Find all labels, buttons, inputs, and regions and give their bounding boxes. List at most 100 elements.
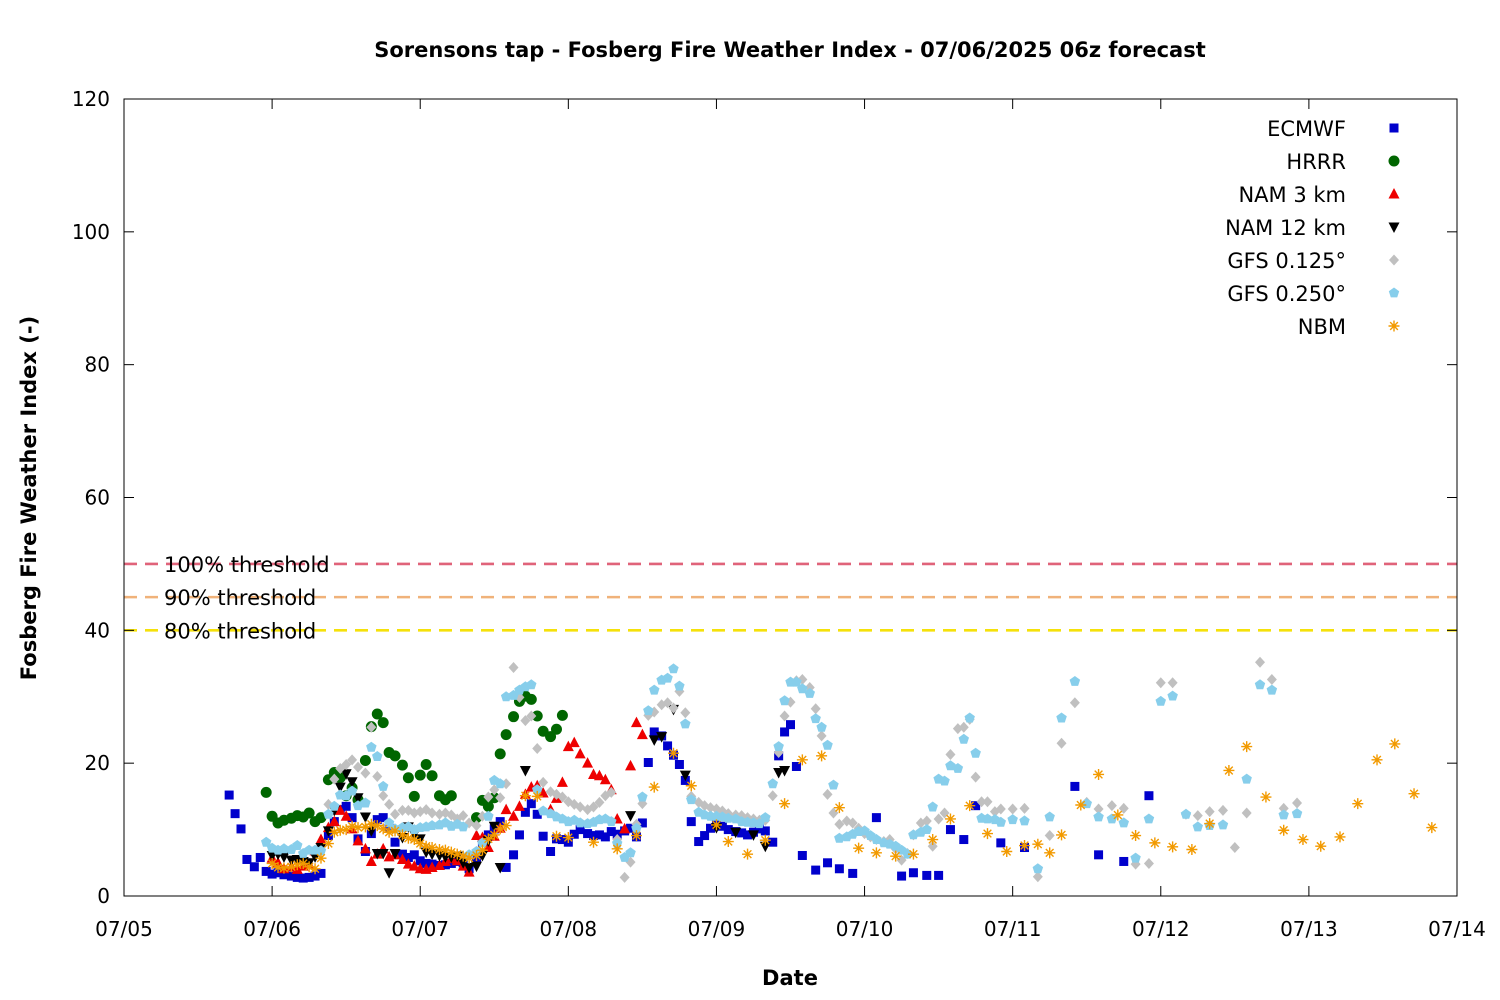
data-point xyxy=(760,812,771,823)
data-point xyxy=(1167,677,1178,689)
data-points xyxy=(224,656,1438,883)
data-point xyxy=(797,683,808,694)
data-point xyxy=(1106,800,1117,812)
data-point xyxy=(500,820,512,832)
data-point xyxy=(649,684,660,695)
data-point xyxy=(1192,810,1203,822)
data-point xyxy=(538,831,548,841)
data-point xyxy=(402,772,414,784)
data-point xyxy=(488,821,500,833)
data-point xyxy=(531,710,543,722)
data-point xyxy=(1389,738,1401,750)
data-point xyxy=(1069,676,1081,686)
data-point xyxy=(519,790,531,802)
data-point xyxy=(249,862,259,872)
data-point xyxy=(952,763,964,773)
data-point xyxy=(390,808,401,820)
data-point xyxy=(636,728,648,740)
data-point xyxy=(921,824,932,834)
data-point xyxy=(588,801,599,813)
data-point xyxy=(619,822,631,834)
data-point xyxy=(1070,781,1080,791)
data-point xyxy=(495,792,506,804)
data-point xyxy=(359,755,371,767)
data-point xyxy=(779,798,791,810)
data-point xyxy=(870,847,882,859)
data-point xyxy=(236,824,246,834)
data-point xyxy=(371,820,383,832)
data-point xyxy=(377,848,389,860)
data-point xyxy=(471,820,482,832)
legend-marker-nam-12-km xyxy=(1388,222,1400,233)
data-point xyxy=(767,778,778,789)
data-point xyxy=(747,830,759,841)
data-point xyxy=(1167,841,1179,853)
threshold-lines xyxy=(124,562,1457,632)
legend-marker-nbm xyxy=(1388,320,1400,332)
data-point xyxy=(304,872,314,882)
legend-marker-hrrr xyxy=(1388,155,1400,167)
data-point xyxy=(1019,802,1030,814)
data-point xyxy=(433,844,445,856)
data-point xyxy=(1094,850,1104,860)
data-point xyxy=(1007,814,1018,825)
data-point xyxy=(1426,822,1438,834)
data-point xyxy=(328,815,340,827)
data-point xyxy=(1217,819,1229,830)
data-point xyxy=(662,672,673,683)
data-point xyxy=(396,829,408,841)
data-point xyxy=(679,770,691,782)
data-point xyxy=(611,843,623,855)
data-point xyxy=(292,872,302,882)
y-tick-label: 60 xyxy=(85,486,110,510)
data-point xyxy=(334,824,346,836)
y-axis-ticks: 0 20 40 60 80 100 120 xyxy=(72,87,1457,908)
data-point xyxy=(1001,846,1013,858)
data-point xyxy=(730,827,742,839)
data-point xyxy=(365,818,377,830)
series-nbm xyxy=(266,738,1438,875)
data-point xyxy=(686,794,697,805)
legend-label-nam-12-km: NAM 12 km xyxy=(1225,216,1346,240)
data-point xyxy=(847,817,858,829)
data-point xyxy=(476,844,488,856)
data-point xyxy=(267,869,277,879)
data-point xyxy=(630,830,642,842)
data-point xyxy=(759,841,771,853)
data-point xyxy=(1217,804,1228,816)
data-point xyxy=(457,821,469,832)
data-point xyxy=(532,743,543,755)
data-point xyxy=(323,808,334,819)
data-point xyxy=(810,713,821,724)
data-point xyxy=(1056,737,1067,749)
data-point xyxy=(568,736,580,748)
data-point xyxy=(360,797,371,808)
data-point xyxy=(371,708,383,720)
data-point xyxy=(1186,844,1198,856)
data-point xyxy=(494,823,506,835)
data-point xyxy=(408,790,420,802)
data-point xyxy=(352,834,364,846)
data-point xyxy=(981,828,993,840)
data-point xyxy=(1241,741,1253,753)
data-point xyxy=(329,773,340,785)
data-point xyxy=(463,852,475,864)
data-point xyxy=(255,852,265,862)
data-point xyxy=(242,854,252,864)
legend-label-nam-3-km: NAM 3 km xyxy=(1238,183,1346,207)
data-point xyxy=(439,844,451,856)
data-point xyxy=(959,835,969,845)
x-tick-label: 07/07 xyxy=(391,917,449,941)
data-point xyxy=(594,830,604,840)
data-point xyxy=(680,718,691,729)
data-point xyxy=(272,861,284,873)
data-point xyxy=(420,840,432,852)
data-point xyxy=(340,824,352,836)
data-point xyxy=(822,788,833,800)
data-point xyxy=(315,852,327,864)
data-point xyxy=(722,836,734,848)
data-point xyxy=(1075,799,1087,811)
data-point xyxy=(402,858,414,869)
data-point xyxy=(1334,831,1346,843)
